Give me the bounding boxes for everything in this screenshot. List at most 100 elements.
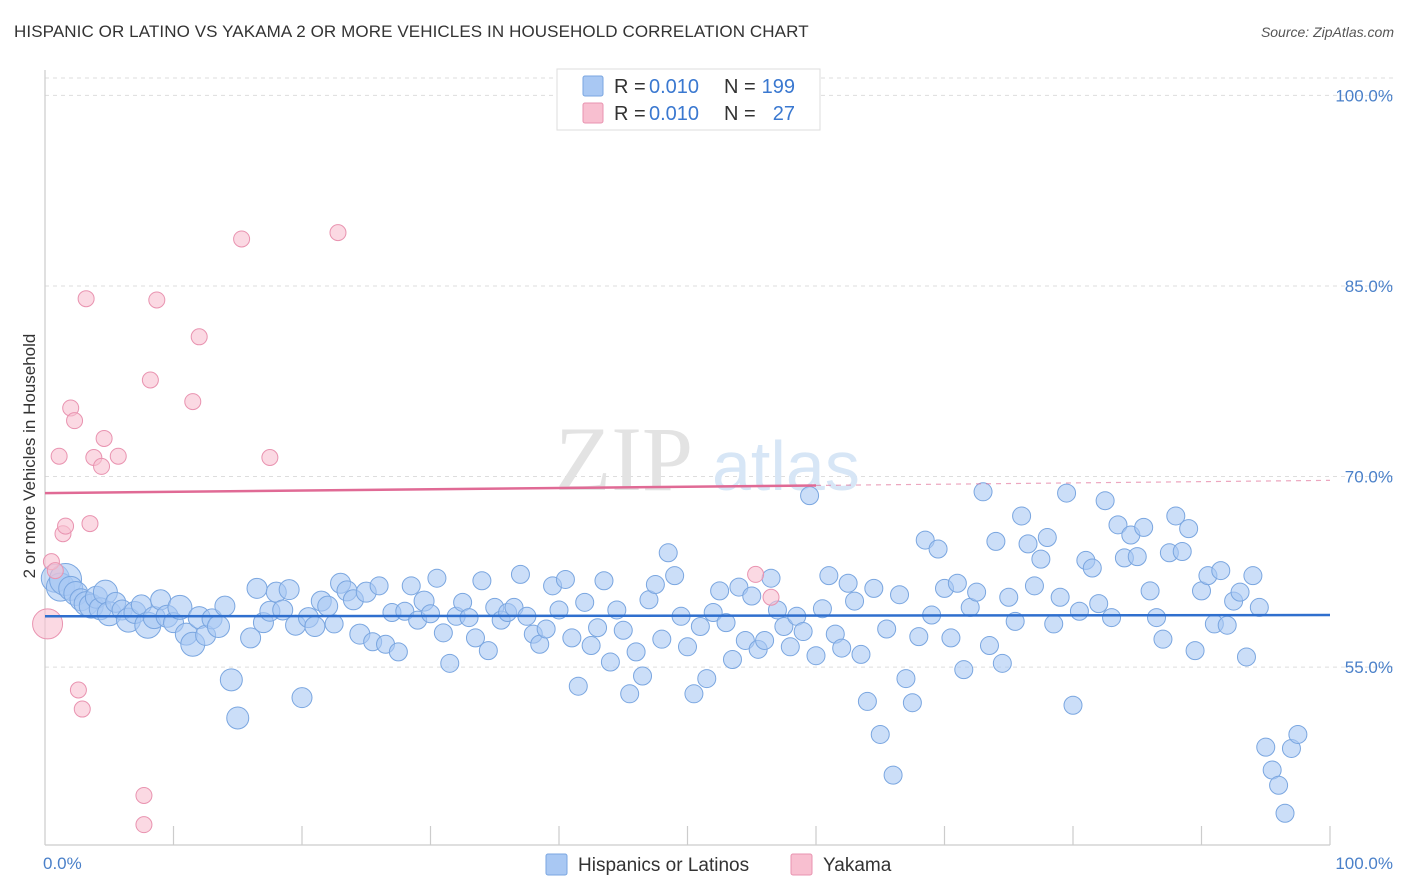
point-0-161 [1069,601,1089,621]
point-0-124 [832,638,852,658]
point-1-15 [109,447,127,465]
legend-r-value-0: 0.010 [649,76,699,98]
point-0-95 [645,575,665,595]
point-0-131 [877,619,897,639]
point-0-178 [1179,519,1199,539]
point-0-156 [1037,528,1057,548]
point-0-63 [440,653,460,673]
point-0-134 [896,669,916,689]
point-0-112 [755,630,775,650]
point-0-104 [703,603,723,622]
y-tick-labels: 55.0% 70.0% 85.0% 100.0% [1335,86,1393,677]
y-tick-label-0: 55.0% [1345,658,1393,677]
point-0-110 [742,586,762,606]
legend-r-value-1: 0.010 [649,103,699,125]
point-0-143 [954,660,974,680]
point-0-103 [697,669,717,689]
point-1-8 [69,681,87,699]
point-1-10 [77,290,95,308]
point-0-88 [600,652,620,672]
point-0-183 [1211,561,1231,581]
point-0-96 [652,629,672,649]
point-0-128 [857,691,877,711]
y-tick-label-3: 100.0% [1335,86,1393,105]
point-0-74 [510,564,530,584]
watermark-zip: ZIP [555,408,693,510]
point-0-151 [1005,611,1025,631]
point-1-18 [141,371,159,389]
legend-r-label-1: R = [614,103,646,125]
point-0-121 [812,599,832,619]
bottom-legend-label-hispanics: Hispanics or Latinos [578,855,749,876]
point-0-113 [761,568,781,588]
bottom-legend: Hispanics or Latinos Yakama [545,853,892,876]
point-0-84 [575,592,595,612]
series-hispanics-points [40,482,1308,823]
legend-swatch-hispanics [582,75,604,97]
bottom-legend-label-yakama: Yakama [823,855,892,876]
point-0-38 [278,579,300,601]
point-0-126 [845,591,865,611]
point-0-135 [902,693,922,713]
point-1-3 [50,447,68,465]
point-0-22 [167,594,193,620]
point-0-92 [626,642,646,662]
legend-n-label-1: N = [724,103,756,125]
point-0-164 [1089,594,1109,614]
watermark-atlas: atlas [712,427,860,505]
x-tick-label-min: 0.0% [43,854,82,873]
point-0-187 [1236,647,1256,667]
point-0-167 [1108,515,1128,535]
top-legend: R = 0.010 N = 199 R = 0.010 N = 27 [556,68,821,131]
point-0-85 [581,636,601,656]
point-0-90 [613,620,633,640]
point-1-9 [73,700,91,718]
point-1-0 [32,608,64,640]
point-0-81 [555,569,575,589]
point-0-133 [890,585,910,605]
point-0-97 [658,543,678,563]
legend-n-value-1: 27 [773,103,795,125]
point-0-136 [909,627,929,647]
point-0-57 [401,576,421,596]
chart-title: HISPANIC OR LATINO VS YAKAMA 2 OR MORE V… [14,22,809,41]
point-0-119 [800,486,820,506]
point-0-44 [317,595,339,617]
point-1-24 [329,224,347,242]
point-0-171 [1134,517,1154,537]
legend-r-label-0: R = [614,76,646,98]
point-0-28 [206,614,230,638]
point-1-21 [190,328,208,346]
point-0-93 [633,666,653,686]
legend-swatch-yakama [582,102,604,124]
point-1-7 [66,412,84,430]
point-0-142 [947,573,967,593]
point-0-177 [1172,542,1192,562]
point-0-146 [973,482,993,502]
point-0-105 [710,581,730,601]
point-0-159 [1057,483,1077,503]
point-0-82 [562,628,582,648]
point-0-188 [1243,566,1263,586]
point-0-166 [1102,608,1122,628]
point-1-14 [95,429,113,447]
point-0-127 [851,644,871,664]
point-0-118 [793,622,813,642]
trend-line-dashed-1 [815,479,1331,487]
point-0-184 [1217,615,1237,635]
point-0-193 [1275,803,1295,823]
point-0-147 [979,636,999,656]
point-0-186 [1230,582,1250,602]
point-0-195 [1288,724,1308,744]
bottom-legend-swatch-yakama [790,853,813,876]
point-1-16 [135,786,153,804]
y-axis-label: 2 or more Vehicles in Household [20,334,39,579]
point-1-17 [135,816,153,834]
point-0-153 [1018,534,1038,554]
point-0-141 [941,628,961,648]
point-0-155 [1031,549,1051,569]
point-0-87 [594,571,614,591]
point-0-179 [1185,641,1205,661]
point-0-45 [324,614,344,634]
point-0-83 [568,676,588,696]
